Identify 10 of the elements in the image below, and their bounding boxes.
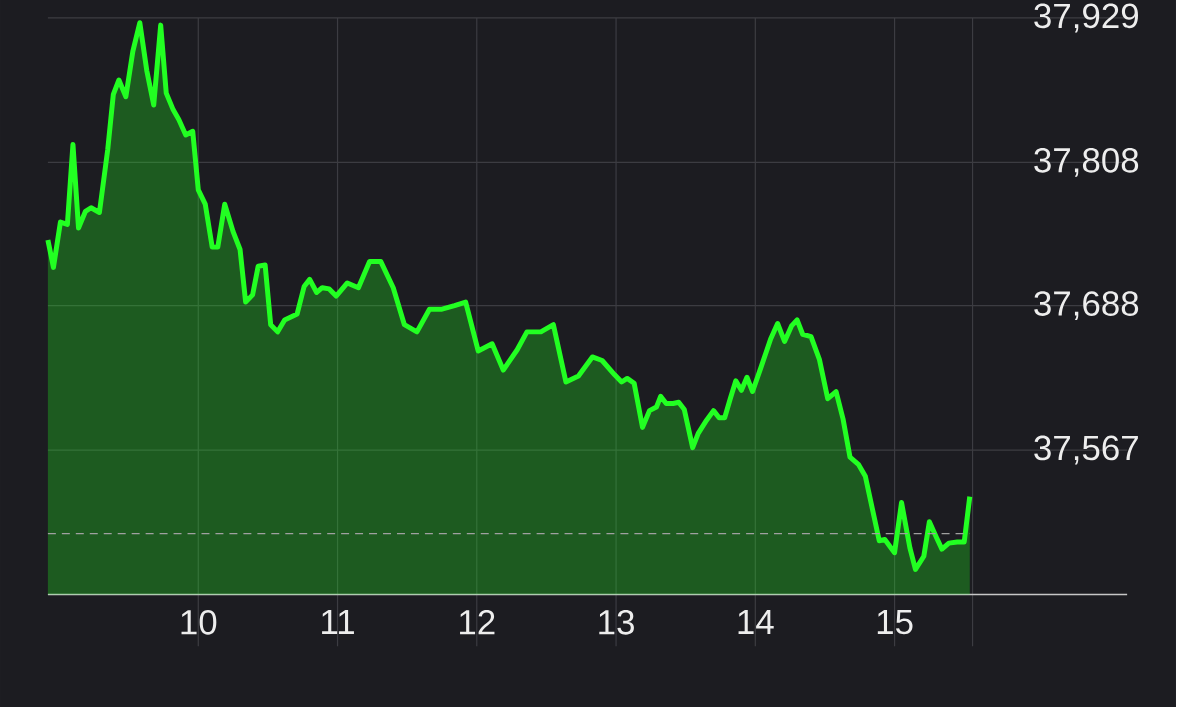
x-tick-label: 15: [877, 609, 913, 635]
y-tick-label: 37,688: [1034, 291, 1139, 320]
y-tick-label: 37,929: [1034, 3, 1139, 33]
x-tick-label: 10: [181, 609, 217, 635]
x-tick-label: 14: [738, 609, 774, 634]
x-tick-label: 11: [322, 609, 354, 634]
x-tick-label: 13: [599, 609, 634, 635]
y-tick-label: 37,567: [1034, 435, 1138, 465]
y-tick-label: 37,808: [1034, 147, 1139, 177]
x-tick-label: 12: [460, 609, 495, 635]
